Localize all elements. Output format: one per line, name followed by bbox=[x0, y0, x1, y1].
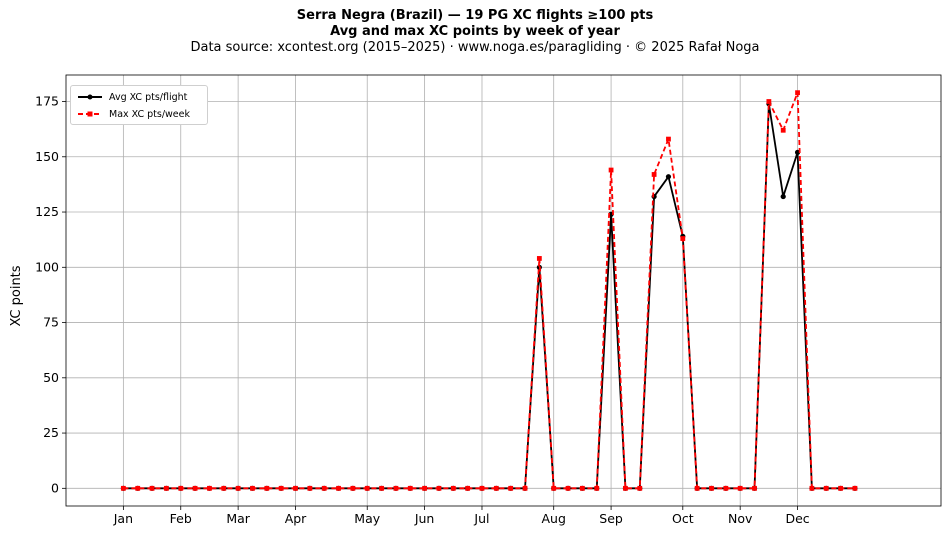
y-tick-label: 100 bbox=[35, 259, 59, 274]
y-tick-label: 25 bbox=[43, 425, 59, 440]
data-point-max bbox=[364, 485, 370, 491]
data-source-note: Data source: xcontest.org (2015–2025) · … bbox=[190, 40, 760, 55]
data-point-max bbox=[709, 485, 714, 491]
data-point-max bbox=[350, 485, 356, 491]
data-point-max bbox=[465, 485, 471, 491]
x-tick-label: May bbox=[354, 511, 380, 526]
x-tick-label: Dec bbox=[785, 511, 809, 526]
data-point-max bbox=[207, 485, 212, 491]
data-point-max bbox=[321, 485, 327, 491]
data-point-max bbox=[164, 485, 169, 491]
data-point-max bbox=[250, 485, 255, 491]
x-tick-label: Nov bbox=[728, 511, 753, 526]
data-point-max bbox=[565, 485, 571, 491]
data-point-max bbox=[120, 485, 126, 491]
data-point-max bbox=[235, 485, 241, 491]
data-point-max bbox=[737, 485, 743, 491]
x-tick-label: Mar bbox=[226, 511, 250, 526]
data-point-max bbox=[493, 485, 499, 491]
data-point-max bbox=[393, 485, 399, 491]
y-axis-label: XC points bbox=[9, 265, 24, 326]
data-point-max bbox=[637, 485, 643, 491]
data-point-max bbox=[752, 485, 757, 491]
data-point-max bbox=[551, 485, 557, 491]
x-tick-label: Jul bbox=[473, 511, 489, 526]
y-tick-label: 175 bbox=[35, 94, 59, 109]
data-point-max bbox=[852, 485, 858, 491]
data-point-max bbox=[192, 485, 198, 491]
data-point-max bbox=[723, 485, 729, 491]
series-layer bbox=[120, 90, 858, 491]
y-tick-label: 75 bbox=[43, 315, 59, 330]
data-point-max bbox=[522, 485, 528, 491]
x-tick-label: Jun bbox=[414, 511, 435, 526]
data-point-max bbox=[651, 172, 657, 177]
chart-title: Serra Negra (Brazil) — 19 PG XC flights … bbox=[296, 8, 654, 23]
data-point-max bbox=[594, 485, 600, 491]
data-point-max bbox=[766, 99, 772, 104]
data-point-max bbox=[823, 485, 829, 491]
data-point-max bbox=[579, 485, 585, 491]
data-point-max bbox=[450, 485, 456, 491]
data-point-max bbox=[838, 485, 843, 491]
data-point-max bbox=[508, 485, 514, 491]
data-point-max bbox=[407, 485, 413, 491]
data-point-avg bbox=[780, 193, 786, 200]
x-tick-label: Apr bbox=[285, 511, 307, 526]
data-point-max bbox=[694, 485, 700, 491]
data-point-max bbox=[149, 485, 155, 491]
data-point-max bbox=[264, 485, 270, 491]
series-line-avg bbox=[123, 102, 855, 490]
legend-item-max: Max XC pts/week bbox=[77, 107, 190, 121]
legend-label-max: Max XC pts/week bbox=[109, 108, 190, 120]
chart-title-block: Serra Negra (Brazil) — 19 PG XC flights … bbox=[0, 8, 950, 56]
chart-subtitle: Avg and max XC points by week of year bbox=[330, 24, 620, 39]
data-point-max bbox=[795, 90, 800, 96]
data-point-max bbox=[278, 485, 284, 491]
data-point-max bbox=[680, 236, 686, 241]
axes: 0 25 50 75 100 125 150 175 Jan Feb Mar Apr May Jun Jul… bbox=[35, 74, 942, 526]
x-tick-label: Jan bbox=[113, 511, 133, 526]
x-tick-label: Sep bbox=[599, 511, 623, 526]
data-point-max bbox=[379, 485, 384, 491]
y-tick-label: 125 bbox=[35, 204, 59, 219]
chart-legend: Avg XC pts/flight Max XC pts/week bbox=[70, 85, 208, 125]
data-point-max bbox=[666, 136, 671, 142]
legend-swatch-avg bbox=[78, 94, 102, 100]
data-point-max bbox=[293, 485, 298, 491]
data-point-max bbox=[536, 256, 542, 261]
data-point-max bbox=[135, 485, 141, 491]
y-tick-label: 0 bbox=[51, 480, 59, 495]
data-point-max bbox=[307, 485, 313, 491]
x-tick-label: Aug bbox=[541, 511, 565, 526]
y-tick-label: 150 bbox=[35, 149, 59, 164]
series-line-max bbox=[123, 91, 855, 490]
data-point-max bbox=[422, 485, 428, 491]
data-point-max bbox=[780, 127, 786, 133]
data-point-max bbox=[436, 485, 442, 491]
data-point-avg bbox=[665, 174, 672, 180]
legend-label-avg: Avg XC pts/flight bbox=[109, 91, 188, 103]
legend-swatch-max bbox=[78, 111, 102, 117]
x-tick-label: Oct bbox=[672, 511, 694, 526]
data-point-max bbox=[479, 485, 485, 491]
data-point-max bbox=[336, 485, 341, 491]
data-point-max bbox=[608, 167, 614, 173]
plot-frame bbox=[65, 74, 942, 507]
y-tick-label: 50 bbox=[43, 370, 59, 385]
data-point-max bbox=[809, 485, 815, 491]
data-point-max bbox=[178, 485, 184, 491]
x-tick-label: Feb bbox=[170, 511, 192, 526]
data-point-max bbox=[623, 485, 628, 491]
data-point-max bbox=[221, 485, 227, 491]
legend-item-avg: Avg XC pts/flight bbox=[77, 90, 187, 104]
